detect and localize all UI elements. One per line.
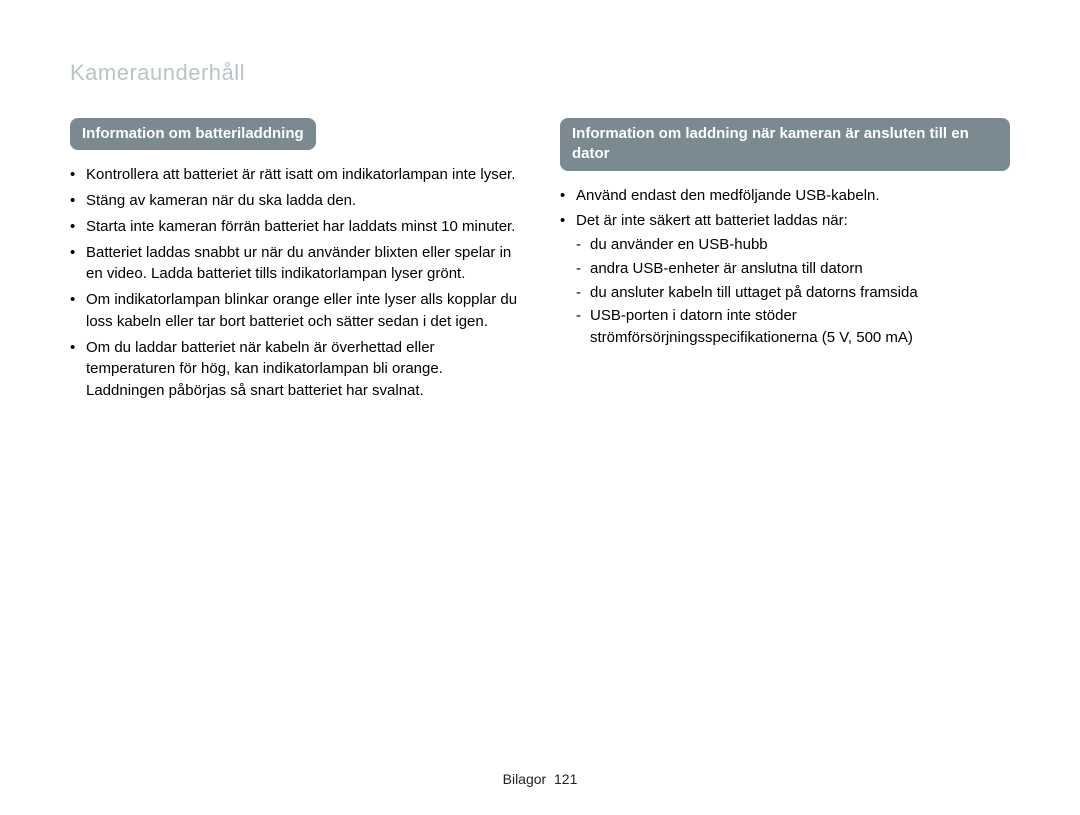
list-item: Batteriet laddas snabbt ur när du använd… xyxy=(70,242,520,286)
right-list: Använd endast den medföljande USB-kabeln… xyxy=(560,185,1010,349)
sub-list-item: du ansluter kabeln till uttaget på dator… xyxy=(576,282,1010,304)
left-column: Information om batteriladdning Kontrolle… xyxy=(70,118,520,406)
section-heading-left: Information om batteriladdning xyxy=(70,118,316,150)
page-title: Kameraunderhåll xyxy=(70,60,1010,86)
section-heading-right: Information om laddning när kameran är a… xyxy=(560,118,1010,171)
manual-page: Kameraunderhåll Information om batterila… xyxy=(0,0,1080,815)
list-item: Om du laddar batteriet när kabeln är öve… xyxy=(70,337,520,402)
sub-list-item: USB-porten i datorn inte stöder strömför… xyxy=(576,305,1010,349)
content-columns: Information om batteriladdning Kontrolle… xyxy=(70,118,1010,406)
sub-list-item: du använder en USB-hubb xyxy=(576,234,1010,256)
right-column: Information om laddning när kameran är a… xyxy=(560,118,1010,406)
page-footer: Bilagor 121 xyxy=(0,771,1080,787)
footer-section: Bilagor xyxy=(503,771,547,787)
footer-page-number: 121 xyxy=(554,771,577,787)
list-item: Starta inte kameran förrän batteriet har… xyxy=(70,216,520,238)
sub-list: du använder en USB-hubb andra USB-enhete… xyxy=(576,234,1010,349)
list-item-text: Det är inte säkert att batteriet laddas … xyxy=(576,212,848,229)
list-item: Stäng av kameran när du ska ladda den. xyxy=(70,190,520,212)
list-item: Om indikatorlampan blinkar orange eller … xyxy=(70,289,520,333)
list-item: Det är inte säkert att batteriet laddas … xyxy=(560,210,1010,349)
list-item: Kontrollera att batteriet är rätt isatt … xyxy=(70,164,520,186)
list-item: Använd endast den medföljande USB-kabeln… xyxy=(560,185,1010,207)
sub-list-item: andra USB-enheter är anslutna till dator… xyxy=(576,258,1010,280)
left-list: Kontrollera att batteriet är rätt isatt … xyxy=(70,164,520,402)
